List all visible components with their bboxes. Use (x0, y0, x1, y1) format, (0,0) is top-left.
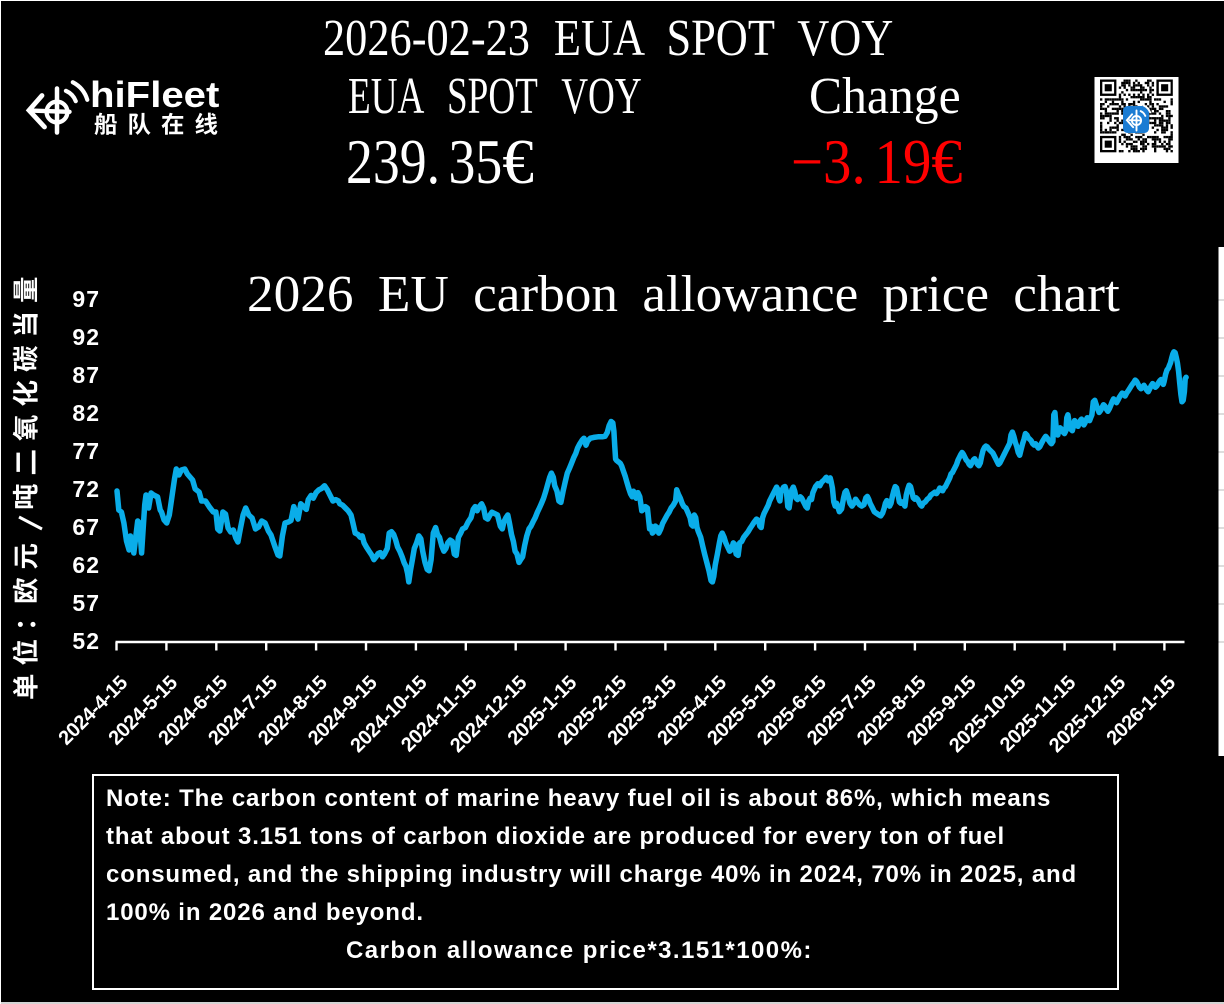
svg-text:82: 82 (72, 400, 100, 426)
svg-text:97: 97 (72, 286, 100, 312)
svg-text:57: 57 (72, 590, 100, 616)
svg-text:62: 62 (72, 552, 100, 578)
svg-text:92: 92 (72, 324, 100, 350)
svg-text:52: 52 (72, 628, 100, 654)
svg-text:87: 87 (72, 362, 100, 388)
svg-text:72: 72 (72, 476, 100, 502)
svg-text:77: 77 (72, 438, 100, 464)
svg-text:67: 67 (72, 514, 100, 540)
